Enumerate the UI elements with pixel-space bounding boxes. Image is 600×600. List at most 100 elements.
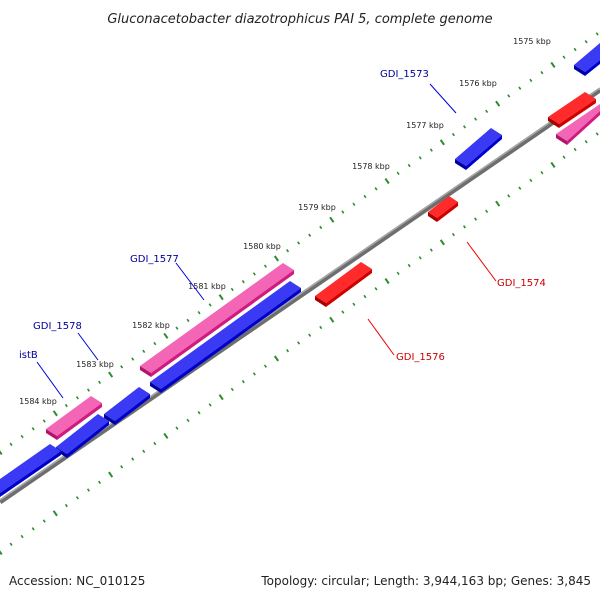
inner-tick-mark xyxy=(163,432,169,439)
outer-tick-mark xyxy=(485,109,489,114)
inner-tick-mark xyxy=(308,333,312,337)
gene-blue-1573[interactable] xyxy=(455,128,502,170)
inner-tick-mark xyxy=(64,503,68,508)
outer-tick-mark xyxy=(297,241,301,245)
inner-tick-mark xyxy=(363,294,367,299)
gene-label-gdi-1576[interactable]: GDI_1576 xyxy=(396,352,445,363)
inner-tick-mark xyxy=(52,510,58,517)
inner-tick-mark xyxy=(42,519,46,523)
inner-tick-mark xyxy=(495,200,501,207)
outer-tick-mark xyxy=(495,100,501,107)
inner-tick-mark xyxy=(485,209,489,214)
outer-tick-mark xyxy=(550,61,556,68)
inner-tick-mark xyxy=(108,471,114,478)
inner-tick-mark xyxy=(0,550,3,556)
tick-label-1576: 1576 kbp xyxy=(459,79,497,88)
inner-tick-mark xyxy=(418,256,422,260)
outer-tick-mark xyxy=(252,272,256,276)
gene-label-gdi-1578[interactable]: GDI_1578 xyxy=(33,321,82,332)
inner-tick-mark xyxy=(474,217,478,221)
tick-label-1582: 1582 kbp xyxy=(132,321,170,330)
gene-label-istb[interactable]: istB xyxy=(19,350,38,361)
outer-tick-mark xyxy=(175,326,179,330)
inner-tick-mark xyxy=(584,140,588,144)
inner-tick-mark xyxy=(439,239,445,246)
outer-tick-mark xyxy=(396,171,400,175)
outer-tick-mark xyxy=(31,427,35,431)
inner-tick-mark xyxy=(86,488,90,492)
inner-tick-mark xyxy=(562,155,566,159)
outer-tick-mark xyxy=(308,233,312,237)
gene-red-1576[interactable] xyxy=(315,262,372,307)
outer-tick-mark xyxy=(518,86,522,90)
inner-tick-mark xyxy=(241,379,245,384)
gene-label-gdi-1573[interactable]: GDI_1573 xyxy=(380,69,429,80)
outer-tick-mark xyxy=(98,380,102,385)
map-title: Gluconacetobacter diazotrophicus PAI 5, … xyxy=(107,12,492,27)
outer-tick-mark xyxy=(384,178,390,185)
connector-gdi-1577 xyxy=(175,262,205,301)
tick-label-1575: 1575 kbp xyxy=(513,37,551,46)
outer-tick-mark xyxy=(319,225,323,230)
inner-tick-mark xyxy=(529,178,533,183)
tick-label-1579: 1579 kbp xyxy=(298,203,336,212)
outer-tick-mark xyxy=(286,249,290,253)
connector-gdi-1574 xyxy=(466,241,497,282)
inner-tick-mark xyxy=(120,465,124,469)
inner-tick-mark xyxy=(142,449,146,454)
outer-tick-mark xyxy=(153,341,157,346)
gene-pink-istb[interactable] xyxy=(46,396,102,440)
connector-gdi-1578 xyxy=(77,332,99,361)
gene-label-gdi-1574[interactable]: GDI_1574 xyxy=(497,278,546,289)
gene-pink-1577[interactable] xyxy=(140,263,294,377)
outer-tick-mark xyxy=(341,210,345,214)
inner-tick-mark xyxy=(407,263,411,268)
inner-tick-mark xyxy=(462,225,467,229)
outer-tick-mark xyxy=(562,55,566,59)
gene-blue-1577[interactable] xyxy=(150,281,301,393)
outer-tick-mark xyxy=(584,40,588,44)
gene-blue-1578[interactable] xyxy=(104,387,150,425)
tick-label-1580: 1580 kbp xyxy=(243,242,281,251)
gene-blue-left[interactable] xyxy=(0,444,61,497)
inner-tick-mark xyxy=(595,132,599,136)
inner-tick-mark xyxy=(218,394,224,401)
outer-tick-mark xyxy=(329,216,335,223)
outer-tick-mark xyxy=(407,163,411,168)
outer-tick-mark xyxy=(108,371,114,378)
gene-blue-topright[interactable] xyxy=(574,43,600,76)
inner-tick-mark xyxy=(131,457,135,461)
inner-tick-mark xyxy=(573,147,577,152)
inner-tick-mark xyxy=(230,387,234,392)
outer-tick-mark xyxy=(363,194,367,199)
outer-tick-mark xyxy=(507,94,511,98)
outer-tick-mark xyxy=(474,117,478,121)
inner-tick-mark xyxy=(352,302,356,306)
outer-tick-mark xyxy=(573,47,577,52)
inner-tick-mark xyxy=(75,496,79,500)
inner-tick-mark xyxy=(20,534,24,539)
inner-tick-mark xyxy=(153,441,157,446)
gene-red-1574[interactable] xyxy=(428,196,458,222)
inner-tick-mark xyxy=(197,410,201,415)
outer-tick-mark xyxy=(120,365,124,369)
inner-tick-mark xyxy=(396,271,400,275)
outer-tick-mark xyxy=(42,419,46,423)
outer-tick-mark xyxy=(273,255,280,262)
genome-summary-text: Topology: circular; Length: 3,944,163 bp… xyxy=(261,574,591,588)
outer-tick-mark xyxy=(208,303,212,307)
inner-tick-mark xyxy=(507,194,511,198)
gene-pink-topright[interactable] xyxy=(556,104,600,145)
outer-tick-mark xyxy=(451,132,455,137)
outer-tick-mark xyxy=(75,396,79,400)
tick-label-1584: 1584 kbp xyxy=(19,397,57,406)
outer-tick-mark xyxy=(374,187,378,191)
gene-label-gdi-1577[interactable]: GDI_1577 xyxy=(130,254,179,265)
outer-tick-mark xyxy=(263,264,267,268)
tick-label-1577: 1577 kbp xyxy=(406,121,444,130)
inner-tick-mark xyxy=(451,232,455,237)
accession-text: Accession: NC_010125 xyxy=(9,574,146,588)
gene-red-topright[interactable] xyxy=(548,92,596,128)
outer-tick-mark xyxy=(0,450,3,456)
inner-tick-mark xyxy=(518,186,522,190)
